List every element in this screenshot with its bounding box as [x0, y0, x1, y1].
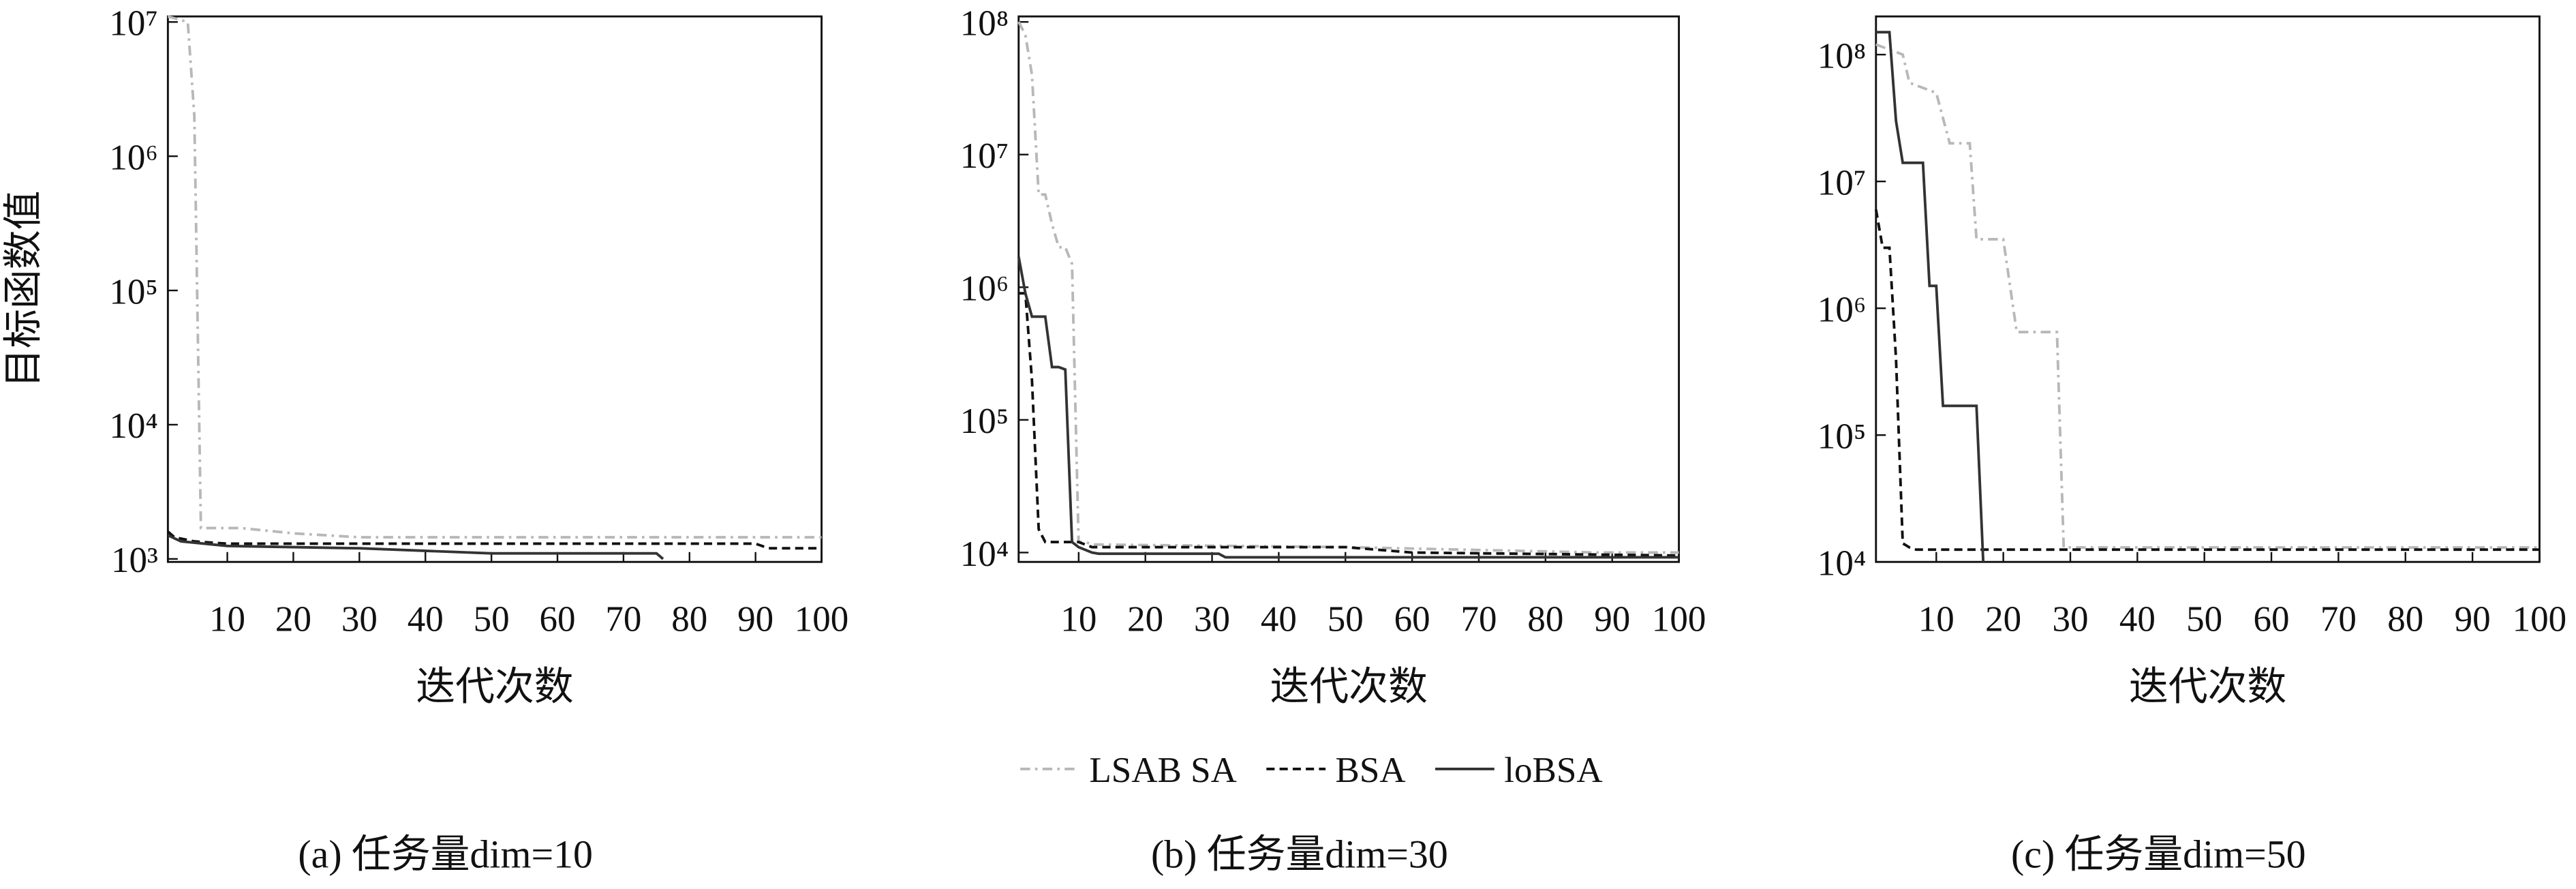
x-tick-label: 40 [2119, 599, 2156, 639]
y-tick-label: 10⁶ [1818, 290, 1867, 329]
x-tick-label: 20 [1985, 599, 2021, 639]
x-tick-label: 70 [1460, 599, 1497, 639]
x-tick-label: 90 [737, 599, 773, 639]
x-tick-label: 20 [1127, 599, 1163, 639]
y-tick-label: 10⁵ [109, 272, 158, 312]
line-series [1875, 31, 1985, 562]
legend-label: LSAB SA [1089, 751, 1237, 790]
y-tick-label: 10⁷ [1818, 163, 1867, 202]
y-tick-label: 10⁸ [960, 3, 1009, 43]
x-axis-label: 迭代次数 [1270, 665, 1428, 709]
line-series [1017, 256, 1679, 559]
x-tick-label: 30 [2052, 599, 2088, 639]
x-tick-label: 80 [2387, 599, 2423, 639]
x-tick-label: 50 [474, 599, 510, 639]
y-tick-label: 10⁶ [960, 269, 1009, 309]
y-tick-label: 10⁸ [1818, 36, 1867, 76]
y-axis-label: 目标函数值 [1, 191, 46, 388]
line-series [1018, 292, 1679, 557]
y-tick-label: 10⁷ [960, 136, 1009, 176]
line-series [1017, 21, 1679, 554]
y-tick-label: 10⁴ [960, 534, 1009, 574]
y-tick-label: 10⁴ [1818, 544, 1867, 584]
x-tick-label: 70 [605, 599, 641, 639]
y-tick-label: 10⁷ [109, 4, 158, 44]
x-tick-label: 80 [1527, 599, 1563, 639]
x-tick-label: 90 [1594, 599, 1630, 639]
line-series [1874, 209, 2540, 552]
x-tick-label: 70 [2320, 599, 2357, 639]
x-tick-label: 60 [2254, 599, 2290, 639]
y-tick-label: 10⁵ [1818, 417, 1867, 456]
x-tick-label: 100 [1652, 599, 1706, 639]
plot-frame [166, 15, 823, 563]
x-tick-label: 30 [341, 599, 378, 639]
x-tick-label: 10 [1918, 599, 1954, 639]
y-tick-label: 10⁴ [109, 406, 158, 446]
subtitle: (c) 任务量dim=50 [2011, 832, 2306, 876]
plot-frame [1017, 15, 1681, 563]
x-tick-label: 30 [1194, 599, 1230, 639]
x-tick-label: 50 [1328, 599, 1364, 639]
plot-frame [1875, 15, 2541, 563]
x-tick-label: 60 [1394, 599, 1430, 639]
line-series [167, 15, 822, 539]
subtitle: (a) 任务量dim=10 [298, 832, 593, 876]
x-tick-label: 90 [2455, 599, 2491, 639]
x-tick-label: 20 [275, 599, 311, 639]
x-tick-label: 40 [1261, 599, 1297, 639]
legend-label: loBSA [1504, 751, 1602, 790]
y-tick-label: 10⁶ [109, 138, 158, 177]
y-tick-label: 10⁵ [960, 402, 1009, 441]
x-tick-label: 40 [408, 599, 444, 639]
x-axis-label: 迭代次数 [2129, 665, 2286, 709]
x-tick-label: 60 [539, 599, 575, 639]
x-axis-label: 迭代次数 [416, 665, 573, 709]
x-tick-label: 50 [2186, 599, 2222, 639]
x-tick-label: 10 [1060, 599, 1097, 639]
x-tick-label: 80 [671, 599, 707, 639]
line-series [1875, 43, 2540, 549]
x-tick-label: 10 [209, 599, 245, 639]
x-tick-label: 100 [2513, 599, 2567, 639]
x-tick-label: 100 [795, 599, 849, 639]
subtitle: (b) 任务量dim=30 [1151, 832, 1448, 876]
y-tick-label: 10³ [111, 541, 158, 580]
legend-label: BSA [1336, 751, 1406, 790]
line-series [167, 534, 664, 560]
